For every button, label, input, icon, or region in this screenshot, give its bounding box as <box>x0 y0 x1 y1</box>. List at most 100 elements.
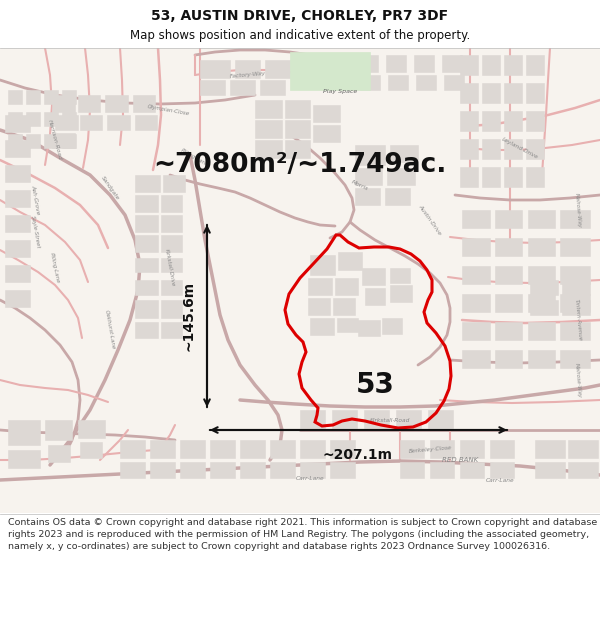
Bar <box>270 462 295 478</box>
Bar <box>150 462 175 478</box>
Text: Play Space: Play Space <box>323 89 357 94</box>
Text: Leyland·Drive: Leyland·Drive <box>501 136 539 160</box>
Bar <box>8 134 22 148</box>
Bar <box>45 420 72 440</box>
Bar <box>135 300 158 318</box>
Bar <box>5 140 30 157</box>
Bar <box>26 134 40 148</box>
Bar <box>462 350 490 368</box>
Bar <box>495 350 522 368</box>
Bar <box>308 298 330 315</box>
Bar <box>430 462 454 478</box>
Text: ~145.6m: ~145.6m <box>181 281 195 351</box>
Bar <box>5 215 30 232</box>
Bar <box>200 80 225 95</box>
Bar <box>135 175 160 192</box>
Bar <box>255 100 282 118</box>
Bar <box>48 445 70 462</box>
Bar <box>387 168 415 185</box>
Text: Melrose·Way: Melrose·Way <box>574 192 582 228</box>
Bar <box>358 320 380 336</box>
Bar <box>255 140 282 158</box>
Bar <box>44 90 58 104</box>
Bar <box>462 238 490 256</box>
Bar <box>330 462 355 478</box>
Bar <box>560 294 590 312</box>
Bar <box>62 112 76 126</box>
Bar <box>180 462 205 478</box>
Bar <box>460 440 484 458</box>
Bar <box>52 95 75 112</box>
Bar <box>360 75 380 90</box>
Text: Tintern·Avenue: Tintern·Avenue <box>574 299 583 341</box>
Bar <box>265 60 290 78</box>
Bar <box>135 115 157 130</box>
Bar <box>526 111 544 131</box>
Bar <box>150 440 175 458</box>
Text: Contains OS data © Crown copyright and database right 2021. This information is : Contains OS data © Crown copyright and d… <box>8 518 597 551</box>
Bar <box>240 462 265 478</box>
Text: Factory·Way: Factory·Way <box>230 71 266 79</box>
Bar <box>460 462 484 478</box>
Bar <box>80 115 102 130</box>
Bar <box>364 410 389 428</box>
Bar <box>390 145 418 162</box>
Bar <box>390 268 410 283</box>
Bar <box>528 322 555 340</box>
Bar <box>44 112 58 126</box>
Text: Melrose·Way: Melrose·Way <box>574 362 582 398</box>
Bar <box>414 55 434 72</box>
Bar <box>385 188 410 205</box>
Bar <box>568 462 598 478</box>
Bar <box>530 280 558 295</box>
Bar <box>44 134 58 148</box>
Bar <box>562 280 590 295</box>
Text: Oakhurst·Lane: Oakhurst·Lane <box>104 310 116 350</box>
Bar <box>428 410 453 428</box>
Bar <box>400 462 424 478</box>
Bar <box>52 133 75 148</box>
Bar <box>135 195 158 212</box>
Bar <box>568 440 598 458</box>
Bar <box>285 100 310 118</box>
Bar <box>230 80 255 95</box>
Bar <box>120 440 145 458</box>
Bar <box>482 111 500 131</box>
Bar <box>330 55 350 72</box>
Bar <box>362 268 385 285</box>
Bar <box>504 55 522 75</box>
Text: Harrison·Road: Harrison·Road <box>47 119 63 161</box>
Text: Sayle·Street: Sayle·Street <box>29 215 40 249</box>
Bar <box>462 266 490 284</box>
Bar <box>528 210 555 228</box>
Text: RED BANK: RED BANK <box>442 457 478 463</box>
Bar <box>526 55 544 75</box>
Bar <box>120 462 145 478</box>
Text: Olympian·Close: Olympian·Close <box>146 104 190 116</box>
Bar <box>490 440 514 458</box>
Bar <box>5 190 30 207</box>
Bar <box>332 75 352 90</box>
Bar <box>5 290 30 307</box>
Bar <box>285 140 310 158</box>
Bar <box>80 442 102 458</box>
Bar <box>560 266 590 284</box>
Bar <box>161 300 182 318</box>
Bar <box>300 462 325 478</box>
Text: ~207.1m: ~207.1m <box>323 448 393 462</box>
Bar <box>163 175 185 192</box>
Text: 53, AUSTIN DRIVE, CHORLEY, PR7 3DF: 53, AUSTIN DRIVE, CHORLEY, PR7 3DF <box>151 9 449 23</box>
Bar <box>462 322 490 340</box>
Bar <box>8 420 40 445</box>
Bar <box>161 280 182 295</box>
Bar <box>105 95 128 112</box>
Text: Morris: Morris <box>351 179 369 191</box>
Bar <box>5 115 30 132</box>
Bar <box>161 322 182 338</box>
Bar <box>416 75 436 90</box>
Bar <box>308 278 332 295</box>
Bar <box>180 440 205 458</box>
Bar <box>482 167 500 187</box>
Bar <box>560 350 590 368</box>
Bar <box>235 60 260 78</box>
